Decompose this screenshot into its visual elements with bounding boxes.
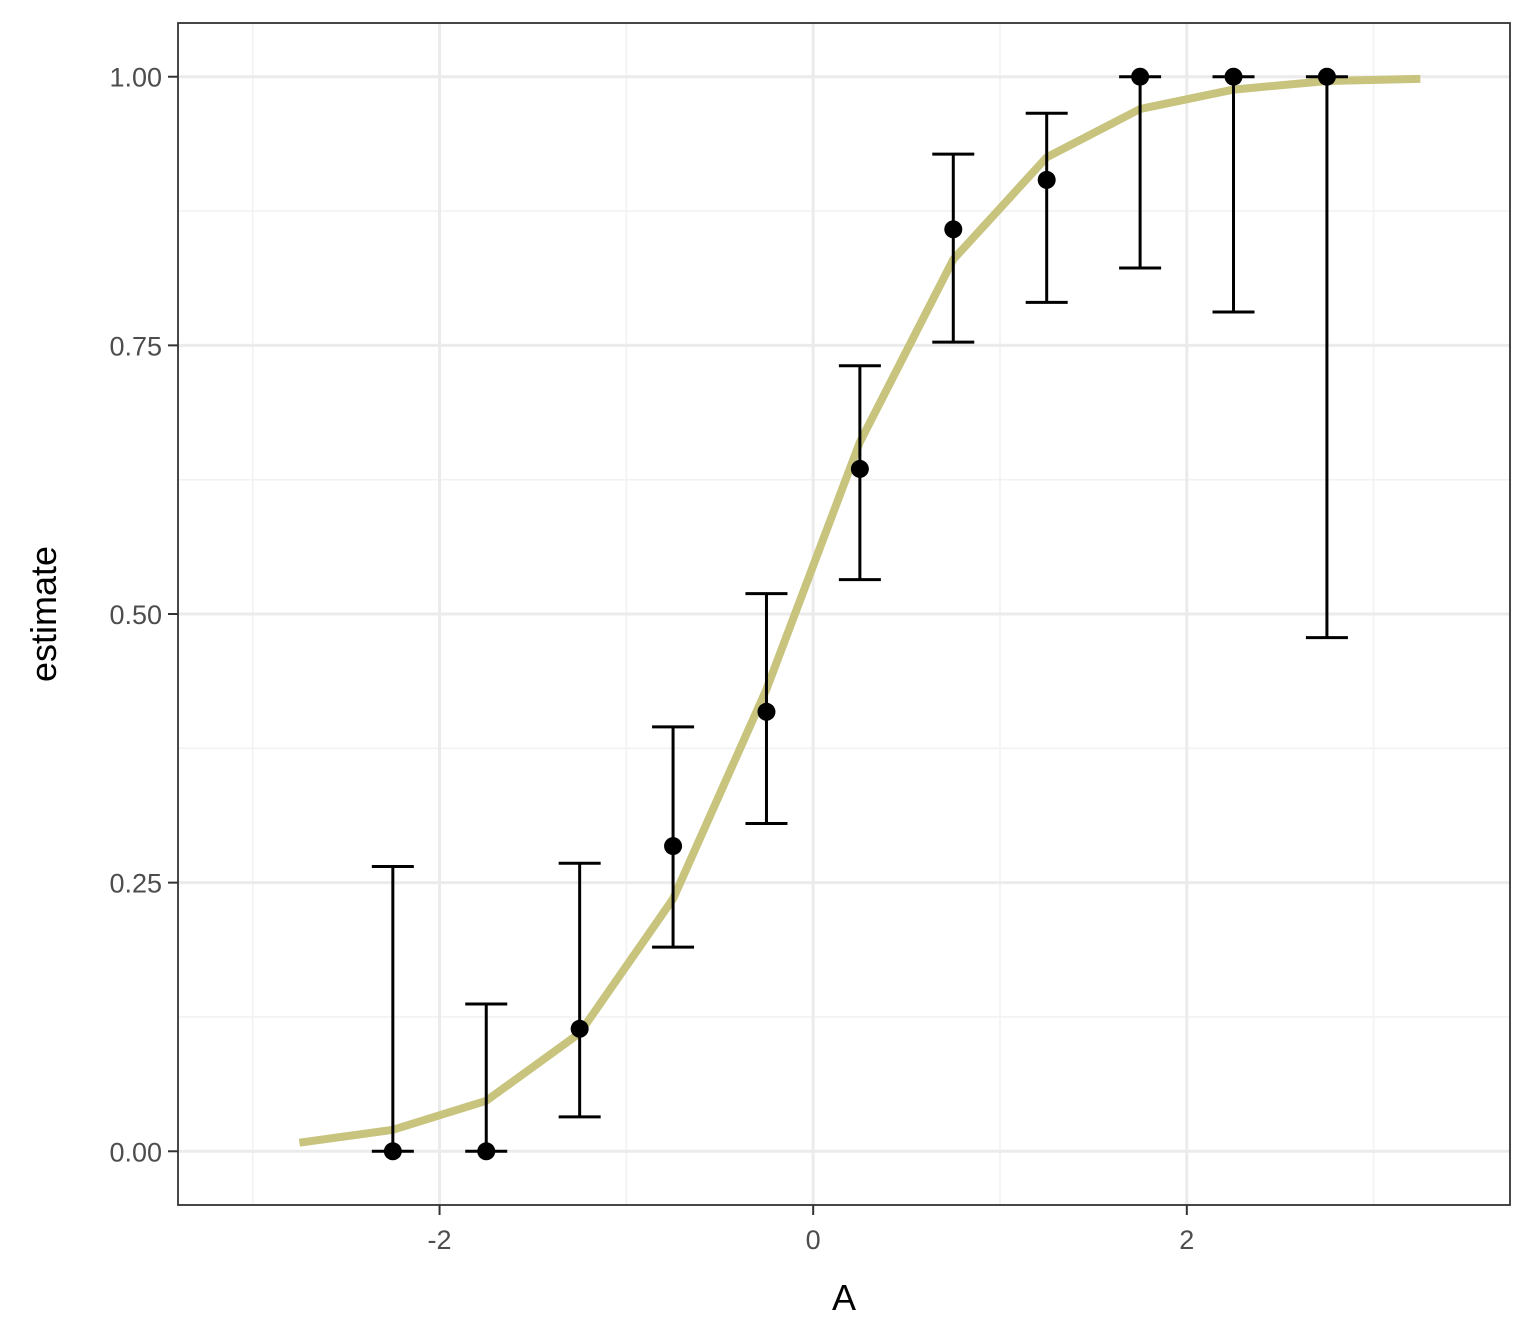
x-tick-label: 2: [1179, 1225, 1194, 1255]
y-tick-label: 0.25: [109, 869, 162, 899]
y-tick-label: 0.50: [109, 600, 162, 630]
data-point: [383, 1142, 402, 1161]
error-bar: [1025, 111, 1068, 304]
error-bars: [371, 75, 1348, 1153]
y-tick-label: 0.00: [109, 1137, 162, 1167]
data-point: [1224, 67, 1243, 86]
data-point: [570, 1019, 589, 1038]
y-tick-label: 1.00: [109, 63, 162, 93]
x-axis: -2 0 2: [428, 1205, 1194, 1255]
y-axis-title: estimate: [23, 546, 64, 682]
data-point: [1131, 67, 1150, 86]
error-bar: [652, 725, 695, 949]
x-tick-label: -2: [428, 1225, 452, 1255]
data-point: [850, 459, 869, 478]
x-tick-label: 0: [806, 1225, 821, 1255]
y-axis: 0.00 0.25 0.50 0.75 1.00: [109, 63, 178, 1167]
x-axis-title: A: [832, 1277, 856, 1318]
y-tick-label: 0.75: [109, 331, 162, 361]
data-point: [1037, 170, 1056, 189]
data-point: [477, 1142, 496, 1161]
data-point: [757, 702, 776, 721]
data-point: [1317, 67, 1336, 86]
data-points: [383, 67, 1336, 1161]
data-point: [664, 837, 683, 856]
error-bar: [558, 861, 601, 1119]
major-gridlines: [178, 23, 1510, 1205]
data-point: [944, 220, 963, 239]
error-bar: [932, 152, 975, 344]
